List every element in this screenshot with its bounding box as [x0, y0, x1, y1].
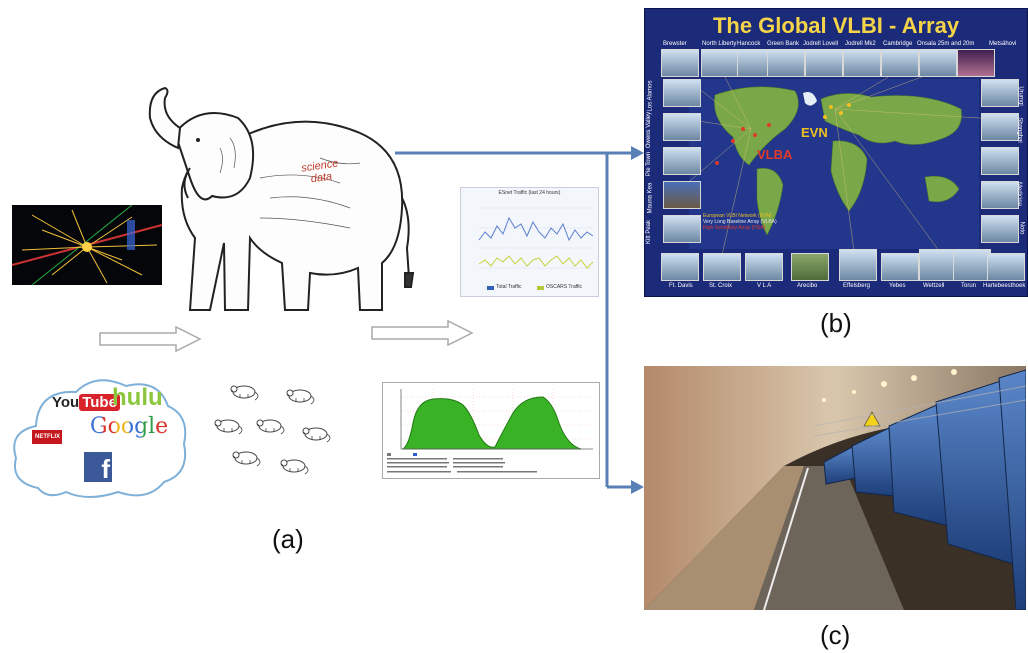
internet-logo-cloud: You Tube hulu NETFLIX Google f	[8, 370, 190, 502]
green-area-graph	[382, 382, 600, 479]
site-label-vla: V L A	[757, 283, 772, 289]
site-label-ft-davis: Ft. Davis	[669, 283, 693, 289]
vlbi-array-poster: The Global VLBI - Array EVN VLBA Brews	[644, 8, 1028, 297]
site-label-torun: Torun	[961, 283, 977, 289]
site-label-onsala: Onsala 25m and 20m	[917, 41, 975, 47]
site-label-metsahovi: Metsähovi	[989, 41, 1017, 47]
youtube-logo-tube: Tube	[79, 394, 120, 411]
traffic-graph-title: ESnet Traffic (last 24 hours)	[498, 190, 561, 196]
evn-label: EVN	[801, 125, 828, 140]
site-label-urumqi: Urumqi	[1017, 86, 1024, 106]
facebook-logo: f	[84, 452, 112, 484]
site-label-los-alamos: Los Alamos	[647, 80, 654, 112]
site-label-pie-town: Pie Town	[646, 151, 653, 177]
collision-event-image	[12, 205, 162, 285]
total-traffic-line	[478, 216, 594, 242]
youtube-logo-you: You	[52, 394, 80, 411]
google-logo: Google	[90, 414, 168, 439]
site-label-medicina: Medicina	[1016, 181, 1023, 207]
site-label-jodrell-mk2: Jodrell Mk2	[845, 41, 876, 47]
site-label-owens-valley: Owens Valley	[646, 111, 653, 149]
label-b: (b)	[820, 308, 852, 338]
site-label-noto: Noto	[1018, 221, 1025, 235]
site-label-north-liberty: North Liberty	[702, 41, 737, 47]
oscars-traffic-line	[478, 255, 594, 269]
label-a: (a)	[272, 524, 304, 554]
site-label-kitt-peak: Kitt Peak	[646, 219, 653, 245]
site-label-brewster: Brewster	[663, 41, 687, 47]
mice-cluster	[214, 385, 331, 475]
netflix-logo: NETFLIX	[32, 430, 62, 444]
label-c: (c)	[820, 620, 851, 650]
site-label-hancock: Hancock	[737, 41, 761, 47]
google-logo-text: Google	[90, 414, 169, 439]
vlbi-title: The Global VLBI - Array	[712, 13, 960, 38]
hollow-arrow-right	[371, 319, 474, 347]
traffic-legend-oscars: OSCARS Traffic	[546, 284, 583, 290]
site-label-mauna-kea: Mauna Kea	[647, 182, 654, 214]
site-label-hartebeesthoek: Hartebeesthoek	[983, 283, 1026, 289]
site-label-jodrell-lovell: Jodrell Lovell	[803, 41, 839, 47]
site-label-shanghai: Shanghai	[1016, 117, 1023, 143]
accelerator-tunnel-photo	[644, 366, 1026, 610]
connector-arrows	[395, 146, 644, 494]
green-area-fill	[401, 396, 582, 450]
traffic-legend-total: Total Traffic	[496, 284, 522, 290]
site-label-st-croix: St. Croix	[709, 283, 733, 289]
site-label-yebes: Yebes	[889, 283, 906, 289]
hollow-arrow-left	[99, 325, 202, 353]
site-label-arecibo: Arecibo	[797, 283, 818, 289]
site-label-cambridge: Cambridge	[883, 41, 913, 47]
hulu-logo: hulu	[112, 384, 163, 411]
vlbi-legend-hsa: High Sensitivity Array (HSA)	[703, 225, 766, 231]
vlbi-legend-evn: European VLBI Network (EVN)	[703, 213, 772, 219]
traffic-line-graph: ESnet Traffic (last 24 hours) Total Traf…	[460, 187, 599, 297]
site-label-effelsberg: Effelsberg	[843, 283, 870, 289]
site-label-green-bank: Green Bank	[767, 41, 800, 47]
site-label-wettzell: Wettzell	[923, 283, 945, 289]
vlbi-legend: European VLBI Network (EVN) Very Long Ba…	[703, 213, 777, 231]
vlba-label: VLBA	[757, 147, 793, 162]
vlbi-legend-vlba: Very Long Baseline Array (VLBA)	[703, 219, 777, 225]
elephant-illustration: science data	[120, 78, 420, 328]
